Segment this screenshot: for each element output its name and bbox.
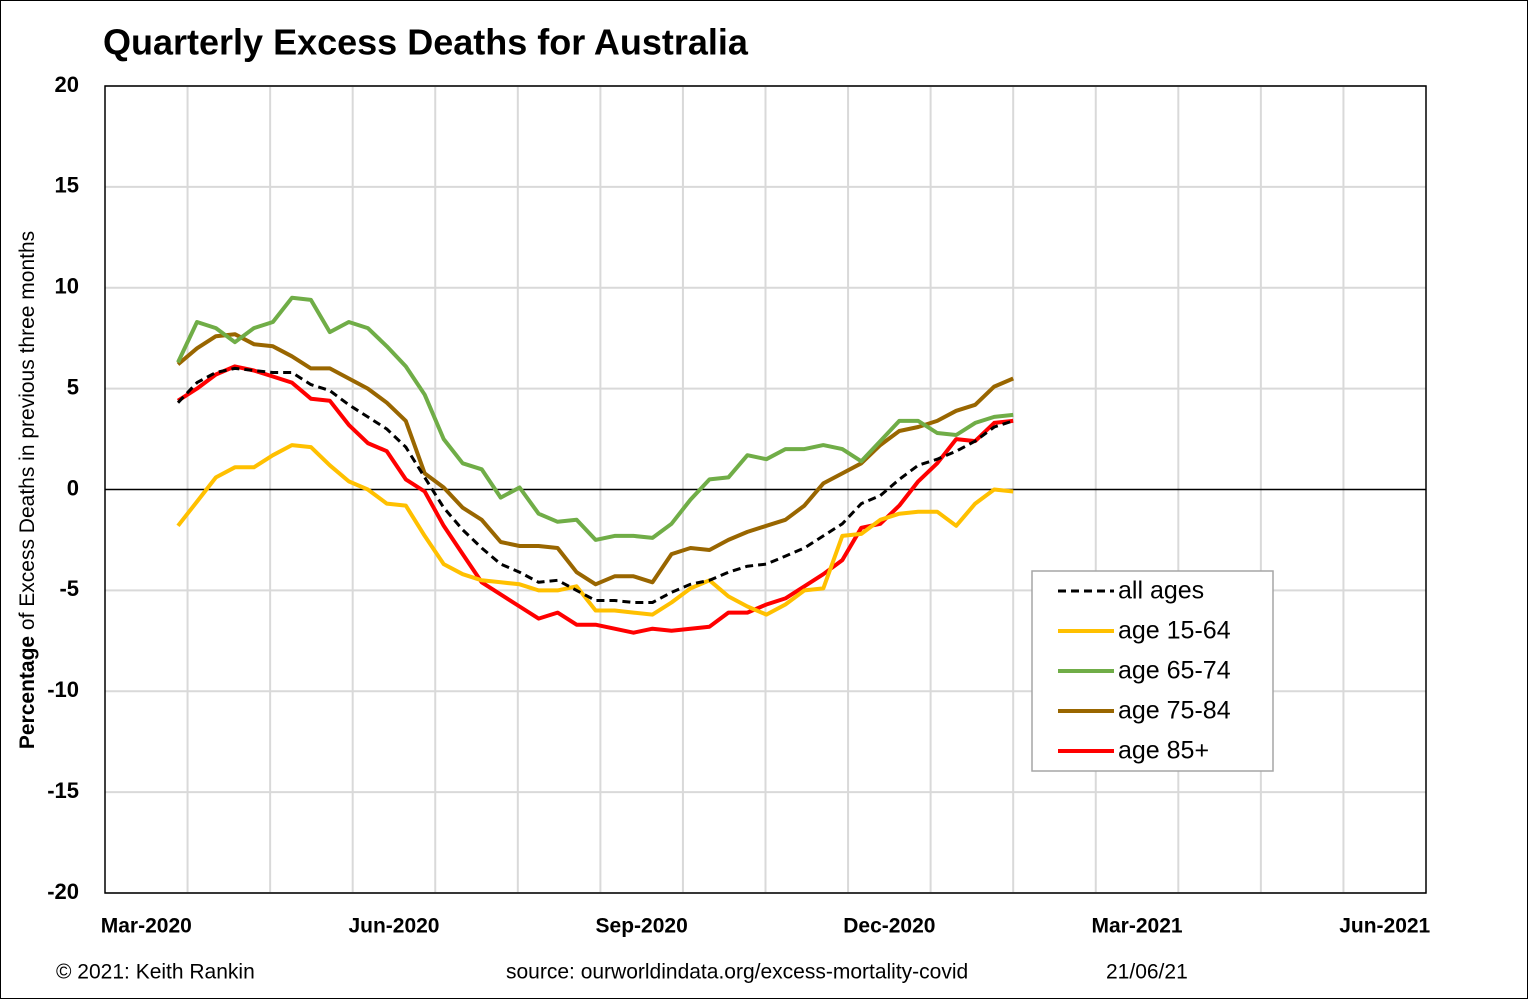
y-tick-label: 10: [55, 274, 79, 299]
source: source: ourworldindata.org/excess-mortal…: [506, 961, 968, 984]
legend-label: age 65-74: [1118, 657, 1231, 685]
y-tick-label: 0: [67, 475, 79, 500]
y-tick-label: -10: [47, 677, 79, 702]
legend-label: all ages: [1118, 577, 1204, 605]
copyright: © 2021: Keith Rankin: [56, 961, 255, 984]
x-tick-label: Jun-2020: [348, 915, 439, 938]
y-tick-label: -5: [59, 576, 79, 601]
y-tick-label: 20: [55, 72, 79, 97]
x-tick-label: Dec-2020: [843, 915, 935, 938]
x-tick-label: Mar-2020: [101, 915, 192, 938]
x-tick-label: Mar-2021: [1092, 915, 1183, 938]
chart-title: Quarterly Excess Deaths for Australia: [103, 22, 749, 63]
plot-border: [104, 85, 1427, 894]
y-tick-label: 15: [55, 173, 79, 198]
y-tick-label: 5: [67, 374, 79, 399]
y-axis-label-rest: of Excess Deaths in previous three month…: [16, 231, 39, 630]
y-axis-label-bold: Percentage: [16, 636, 39, 749]
legend: all ages age 15-64 age 65-74 age 75-84 age 8…: [1031, 570, 1274, 772]
series-line: [176, 295, 1014, 542]
series-line: [176, 443, 1014, 617]
series-line: [176, 366, 1014, 604]
y-tick-label: -15: [47, 778, 79, 803]
legend-label: age 15-64: [1118, 617, 1231, 645]
legend-label: age 75-84: [1118, 697, 1231, 725]
x-tick-label: Jun-2021: [1339, 915, 1430, 938]
y-tick-label: -20: [47, 879, 79, 904]
x-tick-label: Sep-2020: [596, 915, 688, 938]
legend-label: age 85+: [1118, 737, 1209, 765]
series-line: [176, 332, 1014, 587]
y-axis-label: Percentage of Excess Deaths in previous …: [16, 231, 39, 749]
date: 21/06/21: [1106, 961, 1188, 984]
